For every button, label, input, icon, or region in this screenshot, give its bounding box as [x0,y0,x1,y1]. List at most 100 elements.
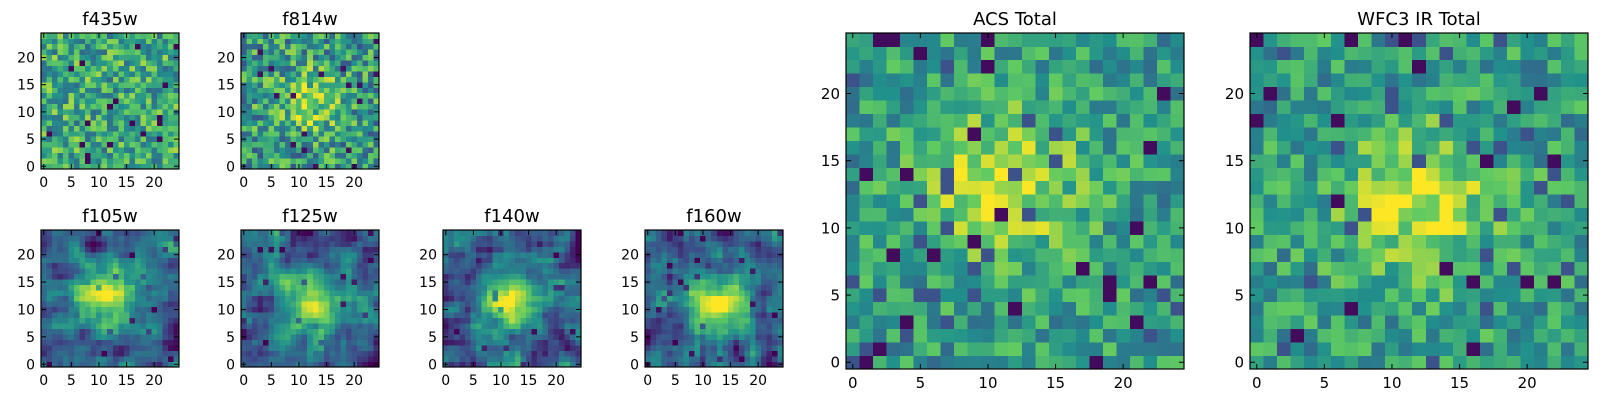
heatmap-cell [79,323,86,329]
heatmap-cell [716,345,723,351]
heatmap-cell [766,240,773,247]
heatmap-cell [85,323,92,329]
heatmap-cell [846,140,860,155]
heatmap-cell [279,339,286,346]
heatmap-cell [79,147,86,154]
heatmap-cell [1062,221,1077,235]
heatmap-cell [274,163,280,170]
heatmap-cell [85,273,92,280]
heatmap-cell [448,350,455,357]
heatmap-cell [700,262,707,269]
heatmap-cell [760,356,767,362]
heatmap-cell [722,290,729,297]
heatmap-cell [738,230,745,236]
heatmap-cell [129,141,136,148]
heatmap-cell [90,235,97,242]
heatmap-cell [711,323,718,329]
heatmap-cell [340,328,347,335]
heatmap-cell [101,317,108,324]
heatmap-cell [41,120,47,126]
heatmap-cell [46,339,53,346]
heatmap-cell [443,323,449,329]
heatmap-cell [470,235,477,242]
heatmap-cell [656,251,662,258]
heatmap-cell [46,257,53,264]
heatmap-cell [362,114,369,121]
heatmap-cell [290,328,297,335]
heatmap-cell [1574,328,1589,343]
x-tick-label: 15 [318,175,336,191]
heatmap-cell [57,147,64,154]
heatmap-cell [279,125,286,132]
heatmap-cell [1008,127,1023,141]
heatmap-cell [57,109,64,115]
heatmap-cell [90,54,97,61]
heatmap-cell [454,339,460,346]
heatmap-cell [140,240,147,247]
heatmap-cell [492,312,499,319]
heatmap-cell [1479,328,1494,343]
heatmap-cell [700,251,707,258]
heatmap-cell [503,350,510,357]
heatmap-cell [246,334,253,340]
heatmap-cell [57,230,64,236]
heatmap-cell [41,290,47,297]
heatmap-cell [777,301,784,308]
heatmap-cell [85,235,92,242]
heatmap-cell [285,87,292,94]
heatmap-cell [246,54,253,61]
heatmap-cell [722,306,729,313]
heatmap-cell [859,342,874,356]
heatmap-cell [459,306,466,313]
heatmap-cell [454,268,460,275]
heatmap-cell [57,235,64,242]
heatmap-cell [257,339,264,346]
heatmap-cell [503,301,510,308]
heatmap-cell [340,279,347,286]
heatmap-cell [57,136,64,143]
heatmap-cell [367,103,374,110]
heatmap-cell [1089,234,1104,249]
heatmap-cell [334,350,341,357]
heatmap-cell [487,257,494,264]
heatmap-cell [1062,315,1077,330]
heatmap-cell [940,180,955,195]
heatmap-cell [967,33,982,47]
heatmap-cell [1533,167,1548,182]
heatmap-cell [362,103,369,110]
heatmap-cell [63,71,69,77]
heatmap-cell [46,152,53,159]
heatmap-cell [301,38,308,45]
heatmap-cell [274,60,280,66]
heatmap-cell [1048,127,1063,141]
heatmap-cell [79,273,86,280]
heatmap-cell [683,279,690,286]
heatmap-cell [167,356,174,362]
heatmap-cell [96,54,103,61]
heatmap-cell [241,152,247,159]
heatmap-cell [672,339,679,346]
heatmap-cell [101,114,108,121]
heatmap-cell [162,60,169,66]
heatmap-cell [41,273,47,280]
heatmap-cell [52,279,58,286]
heatmap-cell [1547,288,1562,303]
heatmap-cell [661,235,668,242]
heatmap-cell [558,339,565,346]
heatmap-cell [167,49,174,56]
heatmap-cell [107,81,114,88]
heatmap-cell [1143,328,1158,343]
heatmap-cell [656,230,662,236]
heatmap-cell [1425,167,1440,182]
heatmap-cell [263,240,269,247]
heatmap-cell [134,65,141,72]
heatmap-cell [536,284,543,291]
heatmap-cell [268,284,275,291]
heatmap-cell [151,125,158,132]
heatmap-cell [1358,167,1373,182]
panel-title: f105w [82,206,137,227]
heatmap-cell [351,152,358,159]
heatmap-cell [279,54,286,61]
heatmap-cell [312,49,319,56]
heatmap-cell [46,312,53,319]
